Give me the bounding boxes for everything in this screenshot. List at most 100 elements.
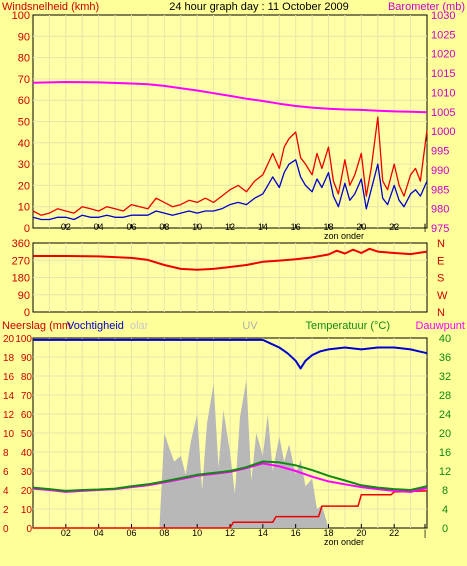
y-tick-label: 8	[3, 448, 9, 459]
y-tick-label: 990	[431, 165, 449, 177]
y-tick-label: 360	[12, 238, 30, 250]
y-tick-label: 10	[3, 429, 15, 440]
humidity-line	[33, 338, 428, 370]
y-tick-label: 30	[21, 467, 33, 478]
series	[32, 338, 428, 529]
y-tick-label: 40	[21, 448, 33, 459]
y-tick-label: 60	[21, 410, 33, 421]
y-tick-label: 20	[18, 180, 30, 192]
y-axis-temperature: 0 4 8 12 16 20 24 28 32 36 40	[439, 333, 451, 535]
y-tick-label: 18	[3, 353, 15, 364]
y-tick-label: 90	[18, 31, 30, 43]
y-tick-label: 0	[3, 524, 9, 535]
y-tick-label: 16	[3, 372, 15, 383]
y-tick-label: 100	[15, 334, 32, 345]
wind-speed-axis-label: Windsnelheid (kmh)	[2, 1, 99, 13]
y-axis-left: 0 10 20 30 40 50 60 70 80 90 100	[12, 10, 30, 235]
x-tick-label: 06	[126, 528, 136, 538]
solar-axis-label: olar	[130, 320, 149, 332]
x-tick-label: 02	[61, 528, 71, 538]
y-tick-label: 12	[439, 466, 451, 478]
humidity-axis-label: Vochtigheid	[67, 320, 124, 332]
y-axis-right: 975 980 985 990 995 1000 1005 1010 1015 1020 1025 1…	[431, 10, 455, 235]
y-tick-label: 985	[431, 184, 449, 196]
wind-gust-line	[32, 116, 428, 216]
y-tick-label: 1015	[431, 68, 455, 80]
y-tick-label: 2	[3, 505, 9, 516]
x-tick-label: 18	[323, 222, 333, 232]
x-tick-label: 04	[94, 528, 104, 538]
x-tick-label: 10	[192, 222, 202, 232]
x-tick-label: 06	[126, 222, 136, 232]
y-axis-left: 0 90 180 270 360	[12, 238, 30, 319]
y-tick-label: 1000	[431, 126, 455, 138]
y-tick-label: 14	[3, 391, 15, 402]
series	[33, 247, 428, 271]
y-tick-label: 995	[431, 146, 449, 158]
y-axis-humidity: 0 10 20 30 40 50 60 70 80 90 100	[15, 334, 32, 535]
y-tick-label: N	[437, 238, 445, 250]
y-tick-label: 1005	[431, 107, 455, 119]
y-tick-label: 180	[12, 273, 30, 285]
y-tick-label: 0	[24, 223, 30, 235]
y-tick-label: S	[437, 273, 444, 285]
y-tick-label: 1025	[431, 29, 455, 41]
x-tick-label: 04	[94, 222, 104, 232]
series	[32, 81, 428, 221]
y-tick-label: 10	[21, 505, 33, 516]
dewpoint-axis-label: Dauwpunt	[415, 320, 465, 332]
rain-line	[33, 490, 428, 529]
y-tick-label: 975	[431, 223, 449, 235]
y-tick-label: 1030	[431, 10, 455, 22]
y-tick-label: 6	[3, 467, 9, 478]
grid	[33, 15, 427, 228]
y-tick-label: 10	[18, 202, 30, 214]
x-tick-label: 22	[389, 222, 399, 232]
y-tick-label: 80	[18, 53, 30, 65]
y-tick-label: 90	[21, 353, 33, 364]
y-tick-label: 70	[21, 391, 33, 402]
y-axis-rain: 0 2 4 6 8 10 12 14 16 18 20	[3, 334, 15, 535]
x-tick-label: 20	[356, 222, 366, 232]
sunset-annotation: zon onder	[324, 231, 364, 241]
y-tick-label: 20	[439, 428, 451, 440]
x-tick-label: 12	[225, 222, 235, 232]
y-tick-label: 4	[442, 504, 448, 516]
wind-average-line	[32, 159, 428, 221]
x-tick-label: |	[424, 222, 426, 232]
y-tick-label: E	[437, 255, 444, 267]
x-tick-label: 12	[225, 528, 235, 538]
chart-title: 24 hour graph day : 11 October 2009	[169, 1, 349, 13]
x-tick-label: 14	[258, 222, 268, 232]
x-tick-label: 22	[389, 528, 399, 538]
y-tick-label: W	[437, 290, 448, 302]
uv-axis-label: UV	[242, 320, 258, 332]
y-tick-label: 90	[18, 290, 30, 302]
x-tick-label: 14	[258, 528, 268, 538]
y-tick-label: 0	[442, 523, 448, 535]
y-tick-label: 980	[431, 204, 449, 216]
y-tick-label: 20	[3, 334, 15, 345]
y-tick-label: N	[437, 307, 445, 319]
x-tick-label: 02	[61, 222, 71, 232]
barometer-axis-label: Barometer (mb)	[388, 1, 465, 13]
uv-area	[159, 379, 329, 528]
y-tick-label: 50	[18, 117, 30, 129]
x-tick-label: 20	[356, 528, 366, 538]
x-tick-label: |	[424, 528, 426, 538]
y-tick-label: 30	[18, 159, 30, 171]
y-tick-label: 60	[18, 95, 30, 107]
y-tick-label: 16	[439, 447, 451, 459]
x-tick-label: 08	[159, 528, 169, 538]
x-tick-label: 16	[291, 528, 301, 538]
temperature-line	[32, 460, 428, 492]
x-tick-label: 08	[159, 222, 169, 232]
y-tick-label: 40	[439, 333, 451, 345]
y-tick-label: 70	[18, 74, 30, 86]
x-axis: 02 04 06 08 10 12 14 16 18 20 22 |	[61, 222, 426, 232]
sunset-annotation: zon onder	[324, 537, 364, 547]
x-tick-label: 10	[192, 528, 202, 538]
